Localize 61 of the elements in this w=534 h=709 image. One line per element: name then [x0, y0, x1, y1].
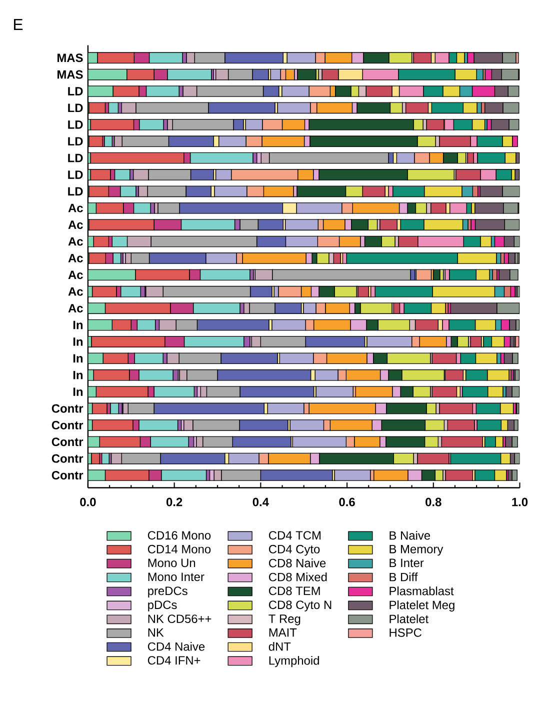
legend-label: Lymphoid [269, 656, 319, 668]
legend-label: NK CD56++ [148, 614, 211, 624]
legend-label: CD4 IFN+ [148, 656, 200, 665]
x-tick-label: 1.0 [512, 498, 528, 506]
y-tick-label: MAS [57, 54, 83, 62]
y-tick-label: Ac [68, 237, 83, 246]
y-tick-label: Contr [52, 420, 83, 430]
y-tick-label: MAS [57, 70, 83, 79]
y-tick-label: LD [68, 170, 83, 179]
y-tick-label: LD [68, 154, 83, 162]
legend-label: Platelet Meg [390, 600, 454, 612]
y-tick-label: Contr [52, 404, 83, 413]
x-tick-label: 0.4 [252, 498, 269, 506]
y-tick-label: In [73, 370, 82, 380]
x-tick-label: 0.6 [339, 498, 355, 506]
y-tick-label: Contr [52, 438, 83, 446]
legend-label: Mono Inter [148, 572, 204, 582]
legend-label: CD8 TEM [268, 586, 320, 596]
legend-label: B Inter [390, 558, 424, 568]
y-tick-label: Ac [68, 304, 83, 312]
y-tick-label: In [73, 320, 82, 330]
y-tick-label: LD [68, 87, 83, 96]
legend-label: dNT [268, 642, 290, 651]
y-tick-label: Ac [68, 254, 83, 262]
legend-label: Plasmablast [390, 586, 454, 596]
legend-label: Platelet [390, 614, 428, 624]
y-tick-label: In [73, 338, 82, 346]
legend-label: CD16 Mono [148, 531, 210, 540]
y-tick-label: LD [68, 187, 83, 196]
legend-label: CD8 Mixed [268, 572, 326, 582]
legend-label: pDCs [148, 600, 177, 612]
y-tick-label: Contr [52, 454, 83, 463]
legend-label: CD4 Naive [148, 642, 204, 651]
legend-label: Mono Un [148, 558, 195, 568]
y-tick-label: Ac [68, 220, 83, 229]
legend-label: CD14 Mono [148, 544, 210, 554]
legend-label: B Naive [390, 530, 430, 540]
y-tick-label: Ac [68, 204, 83, 212]
chart-title: E [14, 19, 22, 30]
legend-label: B Diff [390, 572, 418, 582]
x-tick-label: 0.2 [166, 498, 182, 506]
y-tick-label: LD [68, 104, 83, 112]
y-tick-label: In [73, 388, 82, 396]
legend-label: HSPC [390, 628, 422, 637]
y-tick-label: LD [68, 137, 83, 146]
legend-label: T Reg [268, 614, 300, 626]
x-tick-label: 0.8 [425, 498, 442, 506]
y-tick-label: Ac [68, 287, 83, 296]
legend-label: CD4 Cyto [268, 544, 320, 556]
y-tick-label: LD [68, 120, 83, 129]
legend-label: B Memory [390, 544, 443, 556]
legend-label: NK [148, 628, 164, 637]
legend-label: preDCs [148, 586, 188, 598]
y-tick-label: Contr [52, 471, 83, 480]
y-tick-label: In [73, 354, 82, 362]
legend-label: CD8 Cyto N [268, 600, 331, 612]
legend-label: CD8 Naive [268, 558, 326, 568]
legend-label: MAIT [269, 628, 296, 637]
x-tick-label: 0.0 [80, 498, 96, 506]
y-tick-label: Ac [68, 270, 83, 280]
legend-label: CD4 TCM [268, 531, 320, 540]
